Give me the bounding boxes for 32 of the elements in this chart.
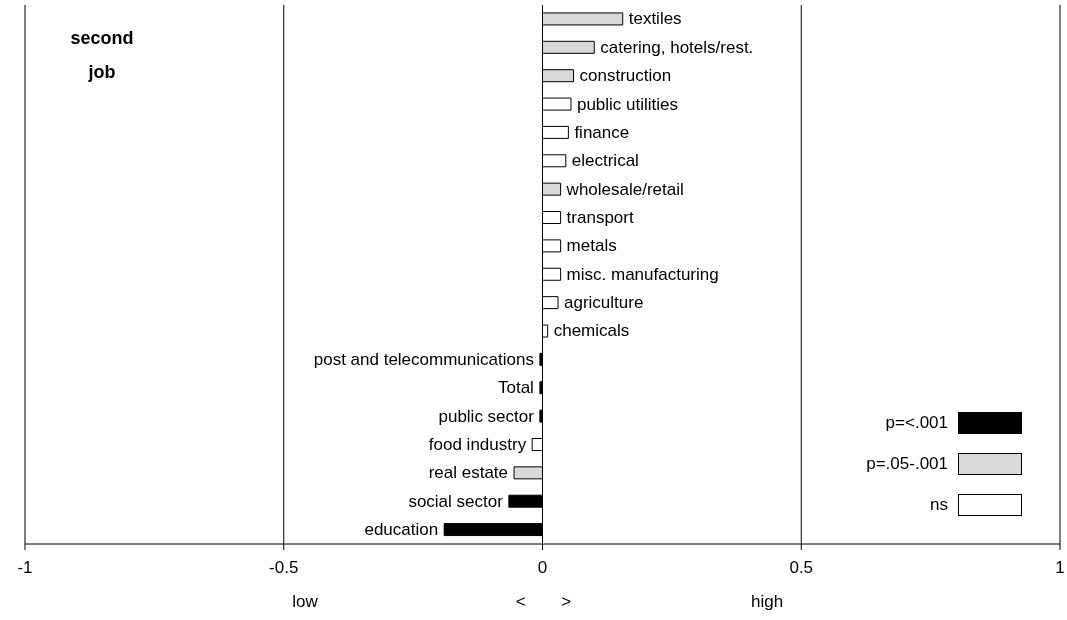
y-tick-label: electrical xyxy=(571,151,639,171)
y-tick-label: agriculture xyxy=(564,293,644,313)
y-tick-label: public sector xyxy=(438,406,535,426)
y-tick-label: education xyxy=(364,520,439,540)
legend-label: p=<.001 xyxy=(885,412,948,433)
y-tick-label: chemicals xyxy=(553,321,630,341)
y-tick-label: textiles xyxy=(628,9,682,29)
y-tick-label: catering, hotels/rest. xyxy=(600,37,754,57)
y-tick-label: construction xyxy=(579,66,672,86)
text: high xyxy=(751,592,784,612)
text: > xyxy=(561,592,572,612)
x-tick-label: 1 xyxy=(1055,558,1065,578)
y-tick-label: finance xyxy=(574,122,630,142)
y-tick-label: real estate xyxy=(428,463,509,483)
text: < xyxy=(515,592,526,612)
y-tick-label: transport xyxy=(566,208,634,228)
x-tick-label: -1 xyxy=(17,558,33,578)
y-tick-label: food industry xyxy=(428,434,527,454)
text: second job xyxy=(69,27,135,84)
y-tick-label: misc. manufacturing xyxy=(566,264,719,284)
x-tick-label: 0.5 xyxy=(789,558,814,578)
y-tick-label: post and telecommunications xyxy=(313,349,534,369)
text: low xyxy=(292,592,318,612)
x-tick-label: -0.5 xyxy=(269,558,299,578)
y-tick-label: public utilities xyxy=(576,94,679,114)
y-tick-label: social sector xyxy=(408,491,504,511)
y-tick-label: metals xyxy=(566,236,617,256)
y-tick-label: wholesale/retail xyxy=(565,179,684,199)
x-tick-label: 0 xyxy=(537,558,548,578)
y-tick-label: Total xyxy=(497,378,534,398)
legend-label: p=.05-.001 xyxy=(866,453,948,474)
legend-label: ns xyxy=(930,494,948,515)
